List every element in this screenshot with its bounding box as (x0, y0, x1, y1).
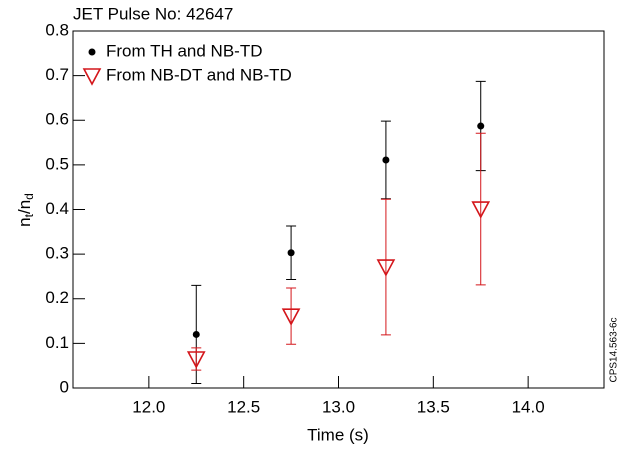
y-label-part: /n (15, 200, 34, 214)
x-tick-label: 13.0 (322, 397, 355, 416)
y-tick-label: 0.6 (45, 110, 69, 129)
legend-label: From NB-DT and NB-TD (106, 65, 292, 84)
point (192, 330, 200, 338)
plot-frame (72, 30, 605, 389)
error-bar (380, 198, 391, 336)
chart-title: JET Pulse No: 42647 (73, 4, 233, 23)
x-tick-label: 12.0 (132, 397, 165, 416)
point (281, 308, 301, 326)
y-tick-label: 0 (60, 377, 69, 396)
x-tick-label: 13.5 (417, 397, 450, 416)
error-bar (475, 132, 486, 286)
point (287, 249, 295, 257)
y-tick-label: 0.7 (45, 65, 69, 84)
y-tick-label: 0.8 (45, 20, 69, 39)
y-tick-label: 0.4 (45, 199, 69, 218)
point (382, 156, 390, 164)
legend-label: From TH and NB-TD (106, 41, 263, 60)
legend-symbol (82, 68, 102, 86)
y-tick-label: 0.5 (45, 154, 69, 173)
y-axis-label: nt/nd (15, 193, 36, 227)
point (376, 259, 396, 277)
y-label-part: n (15, 217, 34, 226)
legend-symbol (88, 48, 96, 56)
x-tick-label: 12.5 (227, 397, 260, 416)
y-label-sub: d (22, 193, 36, 200)
y-tick-label: 0.2 (45, 288, 69, 307)
point (186, 351, 206, 369)
point (477, 122, 485, 130)
y-label-sub: t (22, 213, 36, 217)
y-tick-label: 0.1 (45, 333, 69, 352)
x-tick-label: 14.0 (512, 397, 545, 416)
error-bar (286, 287, 297, 345)
x-axis-label: Time (s) (307, 425, 369, 444)
point (471, 201, 491, 219)
side-note: CPS14.563-6c (609, 317, 620, 382)
y-tick-label: 0.3 (45, 244, 69, 263)
